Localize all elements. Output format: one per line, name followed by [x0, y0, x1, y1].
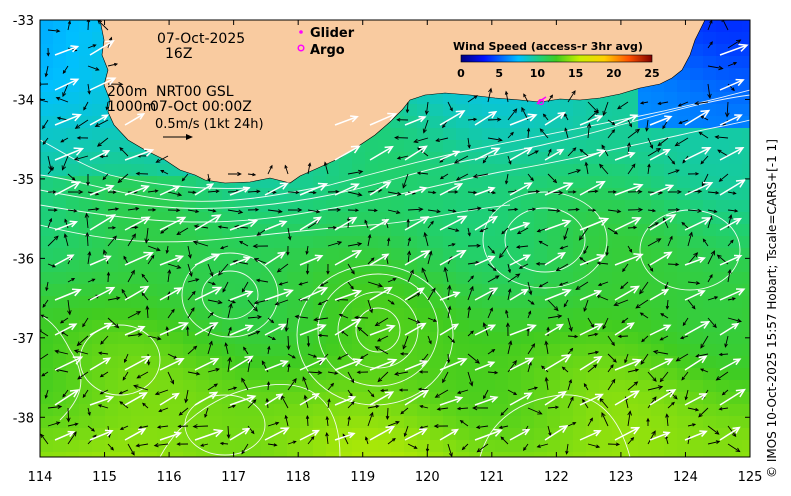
x-tick-label: 116 [157, 470, 182, 485]
colorbar-tick-label: 15 [568, 67, 583, 80]
analysis-time-label: 07-Oct 00:00Z [150, 99, 252, 115]
y-tick-label: -35 [13, 173, 34, 188]
x-tick-label: 115 [92, 470, 117, 485]
colorbar-tick-label: 0 [457, 67, 465, 80]
vector-scale-label: 0.5m/s (1kt 24h) [155, 117, 264, 132]
depth-label-200: 200m [107, 84, 147, 100]
credit-text: © IMOS 10-Oct-2025 15:57 Hobart; Tscale=… [765, 0, 779, 478]
y-tick-label: -38 [13, 411, 34, 426]
product-label: NRT00 GSL [156, 84, 234, 100]
y-tick-label: -37 [13, 332, 34, 347]
x-tick-label: 121 [479, 470, 504, 485]
glider-legend-label: Glider [310, 26, 355, 41]
x-tick-label: 123 [608, 470, 633, 485]
x-tick-label: 122 [544, 470, 569, 485]
colorbar [461, 55, 652, 62]
colorbar-tick-label: 10 [530, 67, 546, 80]
x-tick-label: 114 [28, 470, 53, 485]
glider-marker [299, 30, 303, 34]
colorbar-tick-label: 20 [606, 67, 622, 80]
x-tick-label: 117 [221, 470, 246, 485]
x-tick-label: 120 [415, 470, 440, 485]
argo-legend-label: Argo [310, 43, 345, 58]
x-tick-label: 118 [286, 470, 311, 485]
colorbar-title: Wind Speed (access-r 3hr avg) [453, 40, 643, 53]
map-hour: 16Z [165, 46, 192, 62]
y-tick-label: -36 [13, 252, 34, 267]
colorbar-tick-label: 25 [644, 67, 659, 80]
x-tick-label: 124 [673, 470, 698, 485]
x-tick-label: 125 [738, 470, 763, 485]
y-tick-label: -34 [13, 93, 34, 108]
colorbar-tick-label: 5 [495, 67, 503, 80]
depth-label-1000: 1000m [107, 99, 156, 115]
x-tick-label: 119 [350, 470, 375, 485]
y-tick-label: -33 [13, 14, 34, 29]
map-date: 07-Oct-2025 [157, 31, 245, 47]
